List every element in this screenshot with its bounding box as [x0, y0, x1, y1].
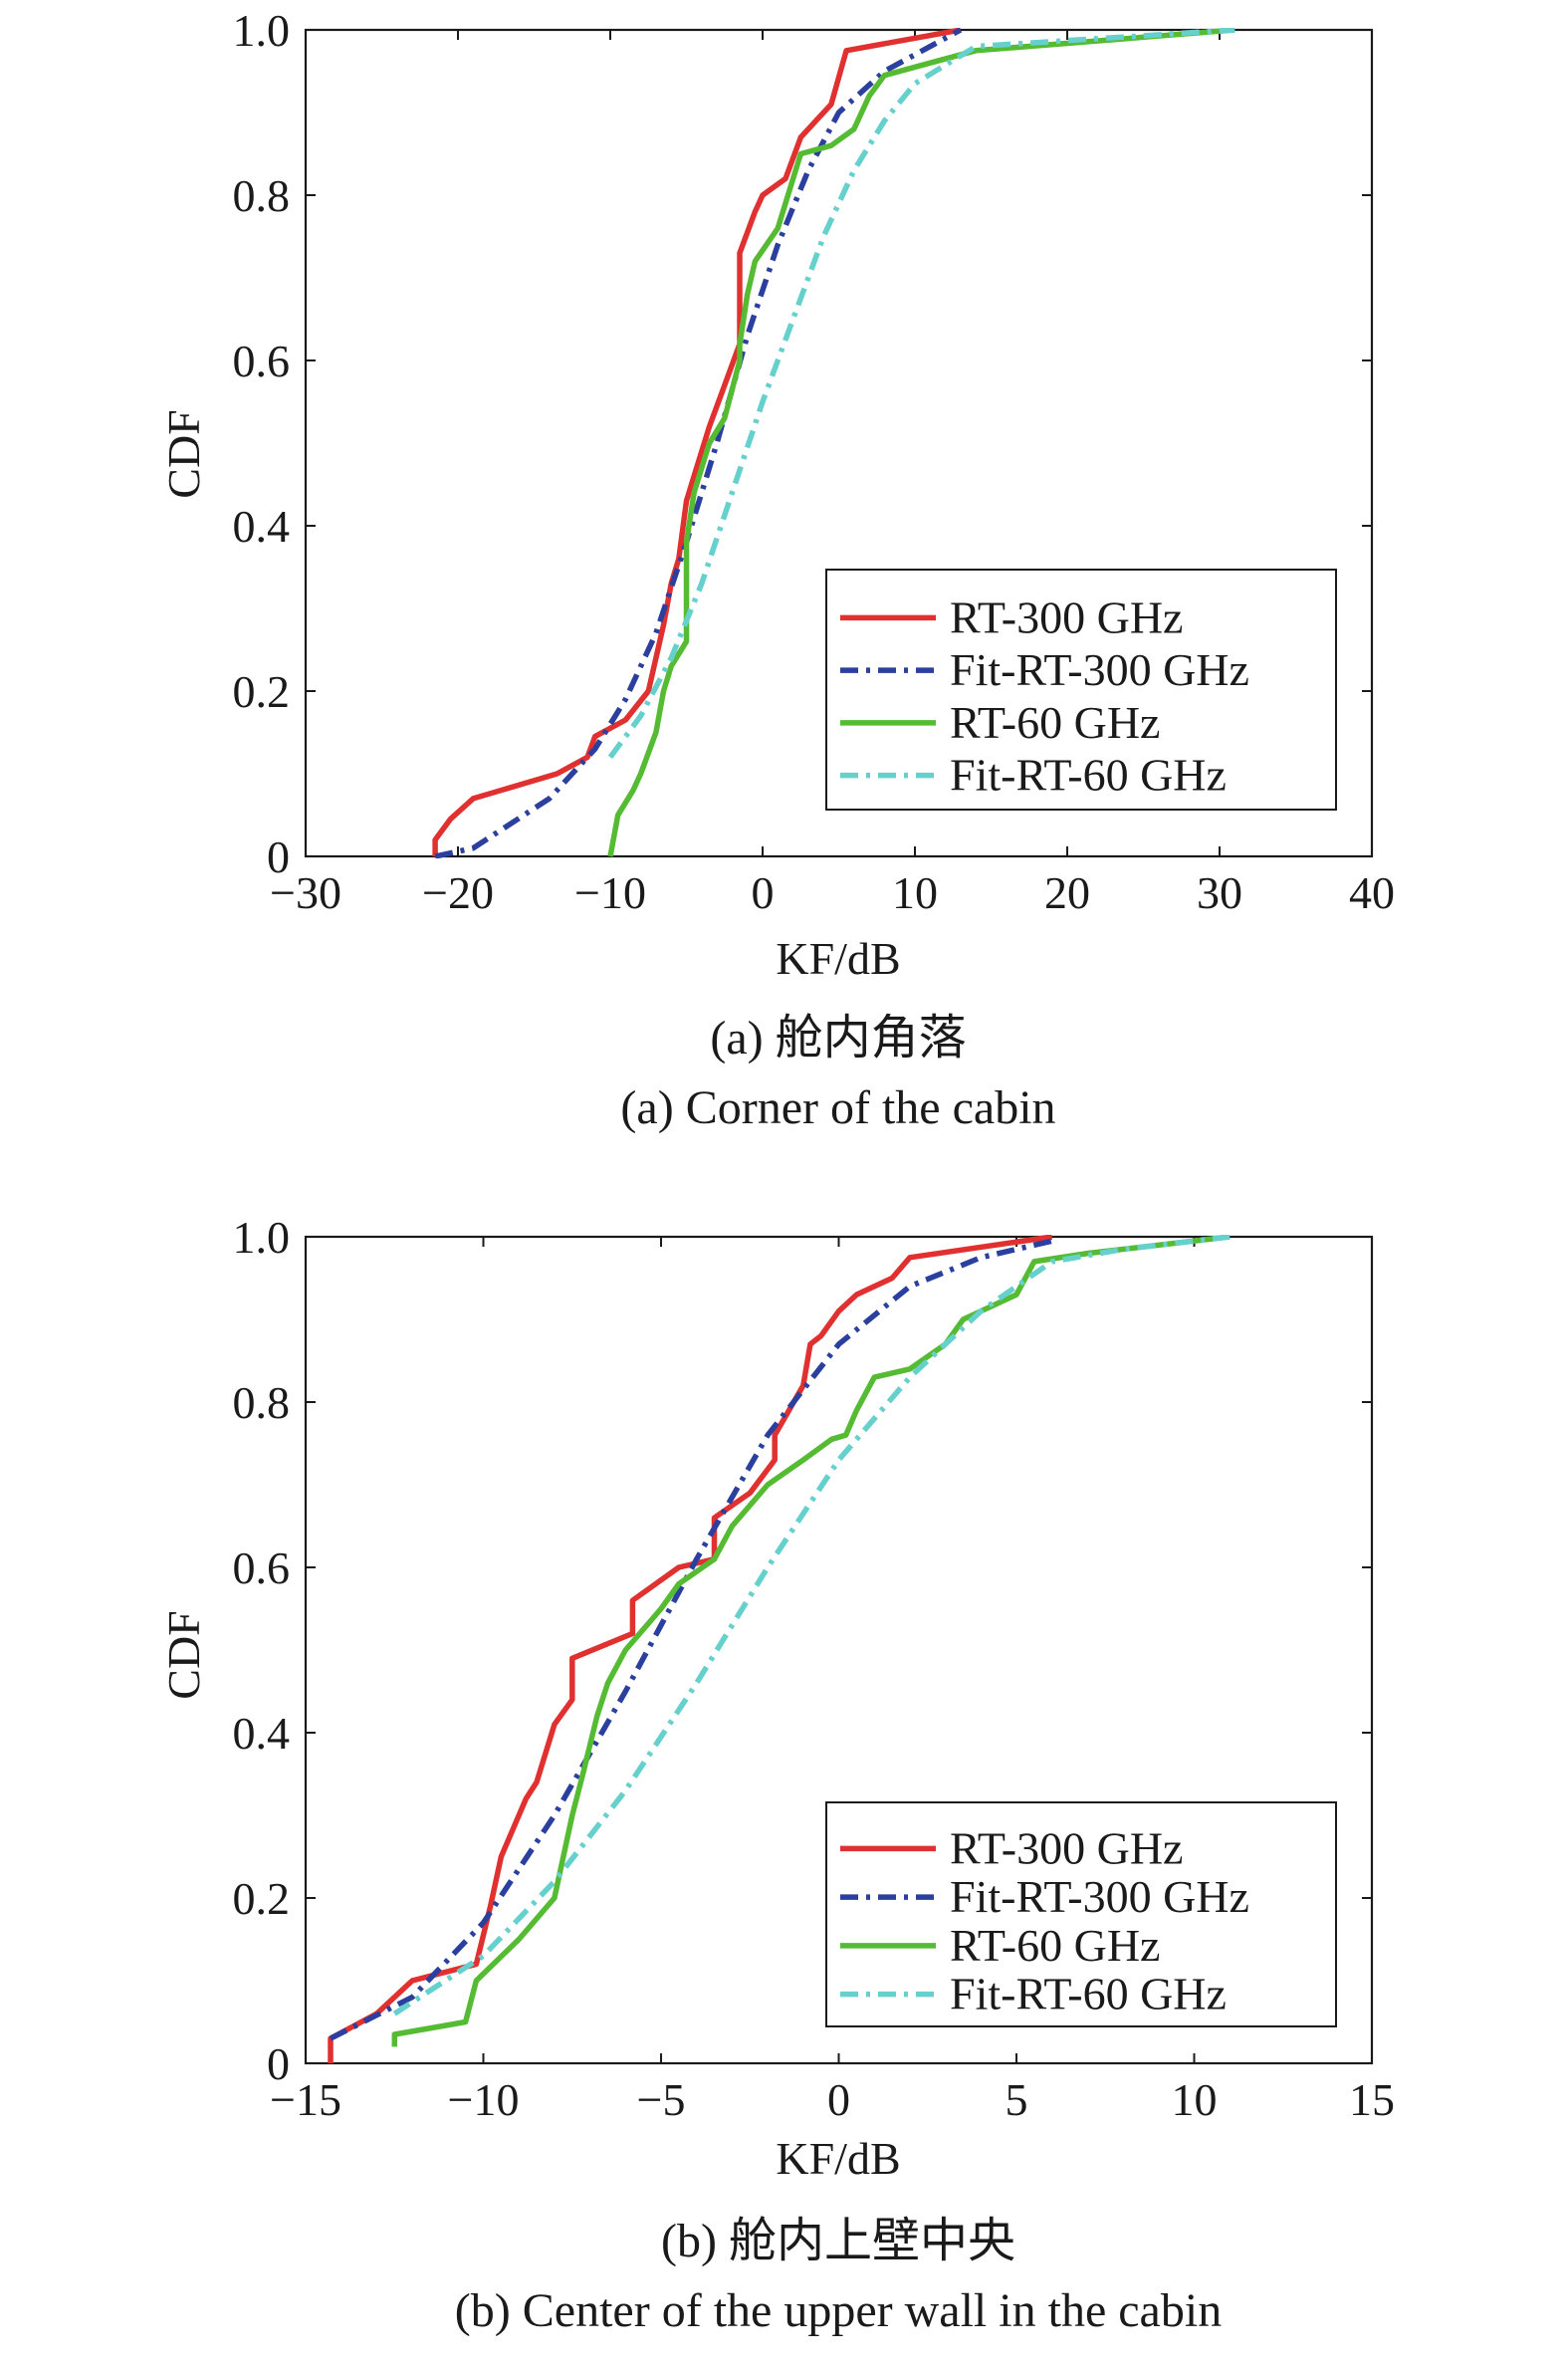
- series-line-rt-60-ghz: [391, 1235, 1231, 2047]
- x-tick-label: −15: [270, 2074, 341, 2125]
- y-axis-label-b: CDF: [158, 1610, 209, 1699]
- y-tick-label: 0.2: [233, 666, 291, 717]
- y-tick-label: 0.8: [233, 170, 291, 221]
- y-tick-label: 0.6: [233, 336, 291, 386]
- x-tick-label: −10: [448, 2074, 520, 2125]
- series-line-fit-rt-300-ghz: [329, 1238, 1053, 2041]
- y-tick-label: 0.4: [233, 1708, 291, 1759]
- panel-a: −30 −20 −10 0 10 20 30 40 0 0.2 0.4 0.6 0.8 1.0 RT-300…: [158, 5, 1395, 1134]
- y-tick-label: 1.0: [233, 5, 291, 56]
- series-line-fit-rt-300-ghz: [434, 28, 963, 858]
- legend-entry: RT-60 GHz: [950, 697, 1160, 748]
- x-tick-label: 40: [1349, 867, 1395, 918]
- x-tick-label: −5: [637, 2074, 686, 2125]
- series-line-rt-300-ghz: [328, 1235, 1053, 2063]
- legend-entry: Fit-RT-60 GHz: [950, 750, 1227, 801]
- series-line-fit-rt-60-ghz: [392, 1235, 1231, 2016]
- series-line-fit-rt-60-ghz: [607, 28, 1235, 760]
- y-tick-label: 0.6: [233, 1542, 291, 1593]
- y-tick-label: 0.4: [233, 501, 291, 552]
- legend-box: [825, 569, 1337, 811]
- x-tick-label: 10: [892, 867, 938, 918]
- legend-entry: Fit-RT-60 GHz: [950, 1969, 1227, 2019]
- x-tick-label: 0: [752, 867, 775, 918]
- x-tick-label: −10: [574, 867, 646, 918]
- legend-box: [825, 1801, 1337, 2027]
- y-tick-label: 1.0: [233, 1212, 291, 1263]
- legend-entry: Fit-RT-300 GHz: [950, 644, 1249, 695]
- axes-frame: [304, 28, 1374, 858]
- y-tick-label: 0.2: [233, 1873, 291, 1924]
- x-tick-label: 30: [1197, 867, 1242, 918]
- x-tick-label: 10: [1172, 2074, 1218, 2125]
- x-axis-label-b: KF/dB: [776, 2133, 900, 2184]
- x-tick-label: −20: [422, 867, 494, 918]
- series-line-rt-300-ghz: [432, 28, 962, 856]
- panel-b: −15 −10 −5 0 5 10 15 0 0.2 0.4 0.6 0.8 1.0 RT-300 GHz…: [158, 1212, 1395, 2337]
- x-tick-label: 5: [1006, 2074, 1028, 2125]
- legend-entry: RT-60 GHz: [950, 1920, 1160, 1971]
- x-tick-label: 20: [1044, 867, 1090, 918]
- x-tick-label: −30: [270, 867, 341, 918]
- caption-cn-b: (b) 舱内上壁中央: [661, 2215, 1015, 2267]
- y-axis-label-a: CDF: [158, 409, 209, 498]
- x-tick-label: 15: [1349, 2074, 1395, 2125]
- y-tick-label: 0: [267, 2038, 290, 2089]
- plot-area-b: −15 −10 −5 0 5 10 15 0 0.2 0.4 0.6 0.8 1.0 RT-300 GHz…: [233, 1212, 1396, 2125]
- series-line-rt-60-ghz: [607, 28, 1235, 857]
- x-tick-label: 0: [827, 2074, 850, 2125]
- caption-en-b: (b) Center of the upper wall in the cabi…: [455, 2284, 1222, 2337]
- y-tick-label: 0: [267, 831, 290, 882]
- caption-en-a: (a) Corner of the cabin: [620, 1081, 1055, 1134]
- legend-entry: RT-300 GHz: [950, 1822, 1183, 1873]
- caption-cn-a: (a) 舱内角落: [710, 1012, 966, 1065]
- plot-area-a: −30 −20 −10 0 10 20 30 40 0 0.2 0.4 0.6 0.8 1.0 RT-300…: [233, 5, 1396, 918]
- x-axis-label-a: KF/dB: [776, 933, 900, 984]
- y-tick-label: 0.8: [233, 1377, 291, 1428]
- legend-entry: Fit-RT-300 GHz: [950, 1871, 1249, 1922]
- legend-entry: RT-300 GHz: [950, 592, 1183, 642]
